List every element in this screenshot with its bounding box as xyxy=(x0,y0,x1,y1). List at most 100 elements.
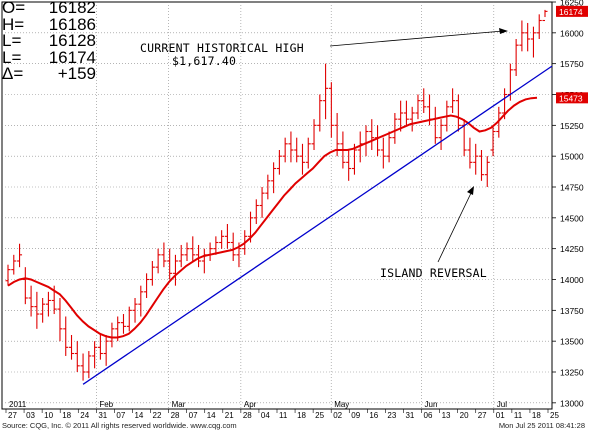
x-tick-label: 13 xyxy=(442,411,451,420)
ohlc-bar xyxy=(536,14,542,39)
ohlc-bar xyxy=(530,26,536,58)
ohlc-row: H= 16186 xyxy=(2,14,96,34)
x-tick-label: 24 xyxy=(80,411,89,420)
x-tick-label: 25 xyxy=(315,411,324,420)
ohlc-bar xyxy=(317,94,323,132)
ohlc-bar xyxy=(519,20,525,52)
x-tick-label: 18 xyxy=(532,411,541,420)
ohlc-bar xyxy=(299,143,305,175)
ohlc-bar xyxy=(288,131,294,163)
ohlc-bar xyxy=(103,335,109,366)
ohlc-bar xyxy=(473,143,479,175)
x-tick-label: 25 xyxy=(550,411,559,420)
x-tick-label: 02 xyxy=(333,411,342,420)
ohlc-bar xyxy=(490,125,496,157)
y-tick-label: 16000 xyxy=(560,28,584,38)
y-tick-label: 13500 xyxy=(560,337,584,347)
ohlc-bar xyxy=(161,242,167,268)
y-tick-label: 14500 xyxy=(560,213,584,223)
month-label: Jun xyxy=(425,400,438,409)
ohlc-bar xyxy=(57,298,63,342)
ohlc-bar xyxy=(196,244,202,268)
ohlc-bar xyxy=(282,137,288,163)
y-tick-label: 15750 xyxy=(560,59,584,69)
ohlc-bar xyxy=(28,285,34,317)
x-tick-label: 11 xyxy=(514,411,523,420)
ohlc-bar xyxy=(63,316,69,356)
ohlc-bar xyxy=(386,131,392,163)
annotation-arrows xyxy=(329,28,508,263)
month-label: Jul xyxy=(497,400,507,409)
timestamp-footer: Mon Jul 25 2011 08:41:28 xyxy=(498,421,585,430)
month-label: Apr xyxy=(244,400,257,409)
x-tick-label: 06 xyxy=(424,411,433,420)
x-tick-label: 10 xyxy=(44,411,53,420)
ma-value-badge: 15473 xyxy=(559,93,583,103)
ohlc-label: L= xyxy=(2,47,22,67)
ohlc-bar xyxy=(172,254,178,286)
x-tick-label: 18 xyxy=(297,411,306,420)
x-tick-label: 31 xyxy=(98,411,107,420)
ohlc-label: H= xyxy=(2,14,25,34)
island-reversal-arrowhead xyxy=(467,186,474,195)
ohlc-row: O= 16182 xyxy=(2,0,96,17)
ohlc-bar xyxy=(253,199,259,224)
x-tick-label: 28 xyxy=(243,411,252,420)
ohlc-bar xyxy=(380,137,386,169)
ohlc-bar xyxy=(11,254,17,275)
x-tick-label: 27 xyxy=(478,411,487,420)
x-tick-label: 03 xyxy=(26,411,35,420)
ohlc-row: Δ= +159 xyxy=(2,65,96,83)
ohlc-bar xyxy=(34,291,40,329)
ohlc-bar xyxy=(144,273,150,298)
y-tick-label: 14000 xyxy=(560,275,584,285)
ohlc-bar xyxy=(276,150,282,175)
x-tick-label: 28 xyxy=(171,411,180,420)
ohlc-row: L= 16174 xyxy=(2,47,96,67)
y-tick-label: 14750 xyxy=(560,183,584,193)
ohlc-value: 16174 xyxy=(48,47,96,67)
x-tick-label: 09 xyxy=(351,411,360,420)
ohlc-bar xyxy=(311,119,317,150)
ohlc-bar xyxy=(40,298,46,323)
ohlc-bar xyxy=(132,298,138,323)
historical-high-price: $1,617.40 xyxy=(172,54,237,68)
y-tick-label: 15000 xyxy=(560,152,584,162)
ohlc-bar xyxy=(455,94,461,132)
x-tick-label: 11 xyxy=(279,411,288,420)
ohlc-bar xyxy=(213,236,219,255)
grid xyxy=(2,2,552,409)
x-tick-label: 07 xyxy=(189,411,198,420)
ohlc-bar xyxy=(190,236,196,261)
x-tick-label: 07 xyxy=(116,411,125,420)
ohlc-bars xyxy=(5,9,548,381)
month-label: 2011 xyxy=(9,400,27,409)
ohlc-bar xyxy=(409,106,415,132)
ohlc-bar xyxy=(109,322,115,348)
ohlc-bar xyxy=(478,150,484,181)
ohlc-bar xyxy=(328,82,334,138)
ohlc-label: O= xyxy=(2,0,26,17)
ohlc-bar xyxy=(224,224,230,249)
x-tick-label: 14 xyxy=(207,411,216,420)
moving-average-line xyxy=(7,96,538,339)
ohlc-bar xyxy=(392,113,398,144)
ohlc-bar xyxy=(496,106,502,138)
ohlc-bar xyxy=(69,335,75,360)
x-tick-label: 23 xyxy=(387,411,396,420)
ma-value-badge-bg xyxy=(556,92,588,104)
ohlc-bar xyxy=(271,162,277,194)
historical-high-arrow xyxy=(329,30,504,47)
last-price-badge-bg xyxy=(556,5,588,17)
ohlc-bar xyxy=(92,341,98,369)
ohlc-bar xyxy=(484,156,490,187)
ohlc-bar xyxy=(450,88,456,113)
ohlc-bar xyxy=(294,137,300,163)
ohlc-bar xyxy=(184,242,190,261)
y-tick-label: 13250 xyxy=(560,368,584,378)
historical-high-annotation: CURRENT HISTORICAL HIGH xyxy=(140,41,304,55)
moving-average xyxy=(7,96,538,339)
ohlc-bar xyxy=(513,39,519,76)
ohlc-bar xyxy=(363,125,369,157)
